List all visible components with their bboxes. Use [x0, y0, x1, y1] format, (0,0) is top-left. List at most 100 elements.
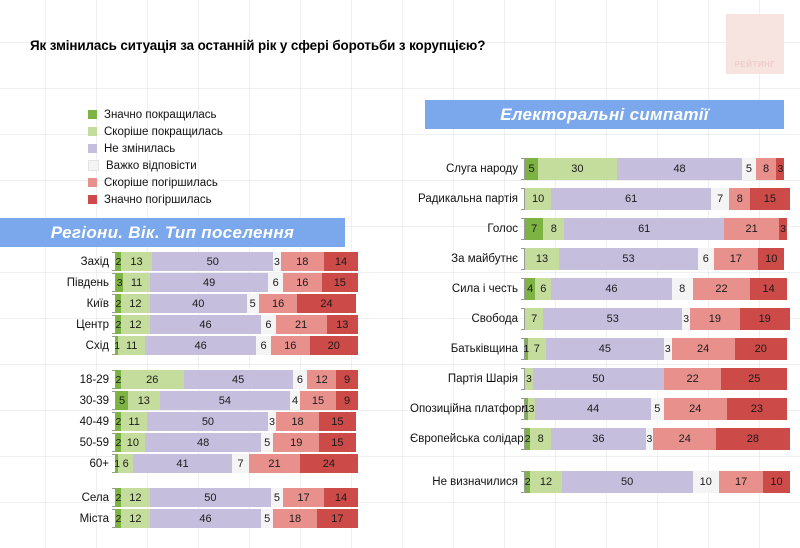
bar-segment-value: 6 [122, 457, 129, 470]
bar-segment: 21 [724, 218, 780, 240]
stacked-bar: 2 12 50 5 17 14 [116, 488, 358, 507]
bar-segment-value: 20 [327, 339, 340, 352]
bar-segment: 12 [120, 294, 150, 313]
bar-segment-value: 12 [129, 491, 142, 504]
chart-axis-tick [521, 158, 525, 180]
bar-segment: 1 [114, 336, 120, 355]
bar-segment: 9 [336, 370, 358, 389]
bar-segment-value: 8 [762, 163, 770, 175]
legend-color-swatch [88, 144, 97, 153]
bar-segment-value: 15 [333, 276, 346, 289]
stacked-bar: 10 61 7 8 15 [525, 188, 790, 210]
bar-segment-value: 2 [115, 436, 122, 449]
bar-segment: 2 [525, 428, 531, 450]
bar-segment-value: 17 [297, 491, 310, 504]
legend-color-swatch [88, 110, 97, 119]
bar-segment: 23 [726, 398, 787, 420]
bar-segment-value: 15 [763, 193, 777, 205]
stacked-bar: 2 26 45 6 12 9 [116, 370, 358, 389]
bar-segment: 3 [682, 308, 691, 330]
bar-segment-value: 5 [249, 297, 256, 310]
stacked-bar: 1 6 41 7 21 24 [114, 454, 358, 473]
chart-row: 50-59 2 10 48 5 19 15 [0, 433, 380, 452]
chart-row: Голос 7 8 61 21 3 [410, 218, 800, 240]
chart-axis-tick [112, 509, 116, 528]
bar-segment: 24 [299, 454, 358, 473]
chart-row-label: Свобода [471, 313, 518, 325]
chart-row-label: 40-49 [79, 415, 109, 428]
chart-axis-tick [521, 428, 525, 450]
bar-segment: 13 [128, 391, 160, 410]
bar-segment-value: 5 [264, 512, 271, 525]
bar-segment-value: 5 [264, 436, 271, 449]
bar-segment: 3 [116, 273, 124, 292]
legend-item-label: Значно погіршилась [104, 193, 212, 206]
bar-segment-value: 16 [296, 276, 309, 289]
chart-row: Європейська солідарність 2 8 36 3 24 28 [410, 428, 800, 450]
chart-axis-tick [112, 391, 116, 410]
bar-segment: 8 [755, 158, 777, 180]
bar-segment-value: 54 [218, 394, 231, 407]
stacked-bar: 1 3 44 5 24 23 [523, 398, 787, 420]
bar-segment-value: 3 [526, 373, 532, 385]
bar-segment: 12 [530, 471, 562, 493]
bar-segment: 4 [290, 391, 300, 410]
chart-row-label: Міста [79, 512, 109, 525]
chart-axis-tick [112, 336, 116, 355]
chart-group: Села 2 12 50 5 17 14 Міста 2 12 46 5 18 17 [0, 488, 380, 528]
legend-item-label: Значно покращилась [104, 108, 217, 121]
bar-segment-value: 12 [315, 373, 328, 386]
bar-segment: 49 [149, 273, 269, 292]
bar-segment: 12 [120, 509, 150, 528]
stacked-bar: 2 10 48 5 19 15 [116, 433, 356, 452]
bar-segment-value: 17 [729, 253, 743, 265]
bar-segment-value: 11 [128, 415, 140, 428]
bar-segment-value: 1 [114, 457, 121, 470]
bar-segment-value: 12 [539, 476, 553, 488]
page-title: Як змінилась ситуація за останній рік у … [30, 38, 486, 53]
chart-row-label: Голос [487, 223, 518, 235]
chart-axis-tick [521, 471, 525, 493]
bar-segment: 21 [275, 315, 327, 334]
bar-segment-value: 2 [115, 512, 122, 525]
bar-segment: 10 [525, 188, 552, 210]
bar-segment-value: 10 [126, 436, 140, 449]
bar-segment-value: 14 [334, 491, 348, 504]
bar-segment-value: 2 [115, 373, 122, 386]
legend-item-label: Скоріше покращилась [104, 125, 223, 138]
bar-segment-value: 15 [311, 394, 325, 407]
bar-segment: 50 [561, 471, 693, 493]
bar-segment: 61 [564, 218, 725, 240]
bar-segment-value: 14 [334, 255, 348, 268]
chart-row: Міста 2 12 46 5 18 17 [0, 509, 380, 528]
chart-axis-tick [112, 370, 116, 389]
chart-row: Свобода 7 53 3 19 19 [410, 308, 800, 330]
chart-row-label: 50-59 [79, 436, 109, 449]
bar-segment: 50 [147, 412, 269, 431]
bar-segment: 15 [299, 391, 337, 410]
bar-segment-value: 44 [586, 403, 600, 415]
bar-segment: 20 [734, 338, 787, 360]
bar-segment: 10 [692, 471, 719, 493]
bar-segment: 1 [114, 454, 121, 473]
bar-segment: 12 [307, 370, 337, 389]
bar-segment: 61 [551, 188, 711, 210]
bar-segment: 2 [525, 471, 531, 493]
bar-segment-value: 46 [194, 339, 207, 352]
chart-row-label: Південь [66, 276, 109, 289]
bar-segment-value: 3 [116, 276, 123, 289]
bar-segment: 15 [319, 433, 356, 452]
bar-segment-value: 15 [331, 436, 344, 449]
stacked-bar: 3 11 49 6 16 15 [116, 273, 358, 292]
bar-segment-value: 4 [291, 394, 299, 407]
bar-segment: 5 [525, 158, 539, 180]
group-spacer [410, 458, 800, 471]
bar-segment-value: 2 [115, 491, 122, 504]
bar-segment: 6 [256, 336, 271, 355]
chart-row-label: Європейська солідарність [410, 433, 550, 445]
bar-segment-value: 24 [697, 343, 710, 355]
bar-segment: 14 [324, 488, 358, 507]
bar-segment-value: 23 [750, 403, 763, 415]
chart-group: Не визначилися 2 12 50 10 17 10 [410, 471, 800, 493]
